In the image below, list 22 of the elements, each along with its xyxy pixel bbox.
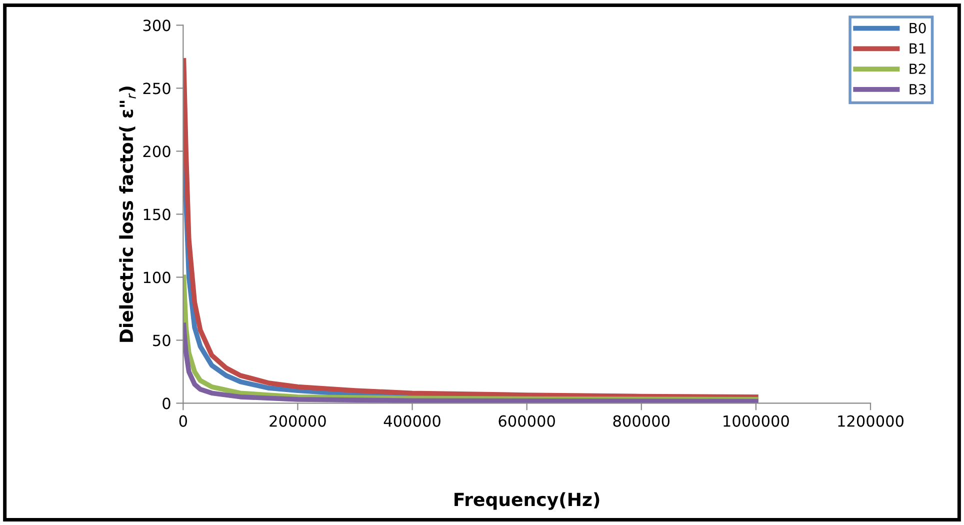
y-tick-label: 50 xyxy=(153,334,170,346)
y-axis-title: Dielectric loss factor( ε"$_{r}$) xyxy=(119,86,136,342)
x-tick-label: 200000 xyxy=(270,415,326,427)
y-tick-label: 150 xyxy=(144,208,170,220)
y-tick-label: 250 xyxy=(143,82,170,94)
x-axis-title: Frequency(Hz) xyxy=(454,492,600,510)
x-tick-label: 400000 xyxy=(384,415,440,427)
legend-label: B1 xyxy=(910,43,926,54)
line-series xyxy=(183,58,758,400)
line-series xyxy=(183,322,758,404)
x-tick-label: 1200000 xyxy=(838,415,904,427)
y-tick-label: 0 xyxy=(162,398,170,410)
x-tick-label: 600000 xyxy=(498,415,555,427)
legend-label: B0 xyxy=(910,22,926,34)
y-tick-label: 200 xyxy=(143,146,170,158)
y-tick-label: 300 xyxy=(143,20,170,32)
x-tick-label: 1000000 xyxy=(724,415,789,427)
legend-label: B3 xyxy=(910,84,926,94)
y-tick-label: 100 xyxy=(144,272,170,284)
x-tick-label: 800000 xyxy=(613,415,670,427)
legend-label: B2 xyxy=(910,64,926,74)
x-tick-label: 0 xyxy=(179,415,188,427)
